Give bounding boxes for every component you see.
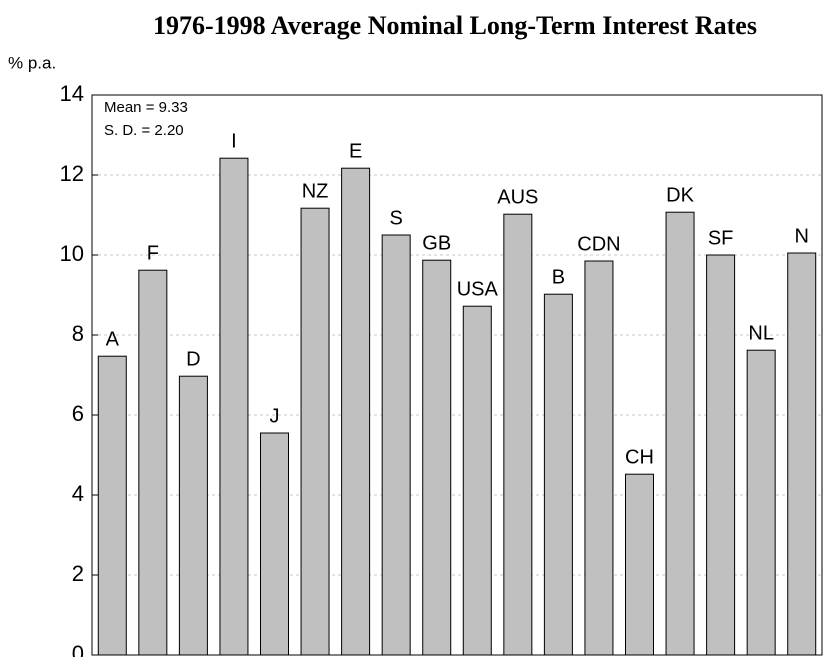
bar xyxy=(97,355,127,656)
bar xyxy=(219,157,249,656)
bar xyxy=(178,375,208,656)
bar xyxy=(341,167,371,656)
y-tick-label: 14 xyxy=(60,81,84,106)
bar xyxy=(787,252,817,656)
bar-category-label: F xyxy=(147,242,159,264)
chart-title: 1976-1998 Average Nominal Long-Term Inte… xyxy=(153,11,757,40)
bar-category-label: AUS xyxy=(497,186,538,208)
bar xyxy=(300,207,330,656)
bar-category-label: J xyxy=(270,405,280,427)
y-tick-label: 10 xyxy=(60,241,84,266)
bar-category-label: B xyxy=(552,266,565,288)
bar-category-label: A xyxy=(106,328,120,350)
y-tick-label: 6 xyxy=(72,401,84,426)
bar-category-label: USA xyxy=(457,278,499,300)
bar xyxy=(584,260,614,656)
bar xyxy=(503,213,533,656)
plot-frame xyxy=(91,94,823,656)
bar-category-label: N xyxy=(794,225,808,247)
bar xyxy=(260,432,289,656)
bar xyxy=(665,211,695,656)
bar-category-label: NL xyxy=(748,322,774,344)
bar-category-label: NZ xyxy=(302,180,329,202)
bar-category-label: DK xyxy=(666,184,694,206)
y-axis-label: % p.a. xyxy=(8,53,56,72)
bar-category-label: GB xyxy=(422,232,451,254)
bar-category-label: I xyxy=(231,130,237,152)
bar xyxy=(138,269,168,656)
bar-category-label: CH xyxy=(625,446,654,468)
bar xyxy=(462,305,492,656)
annotation: Mean = 9.33 xyxy=(104,99,188,116)
y-tick-label: 12 xyxy=(60,161,84,186)
y-tick-label: 2 xyxy=(72,561,84,586)
annotation: S. D. = 2.20 xyxy=(104,122,184,139)
y-tick-label: 8 xyxy=(72,321,84,346)
bar-category-label: D xyxy=(186,348,200,370)
bar xyxy=(543,293,573,656)
bar xyxy=(381,234,411,656)
bar xyxy=(625,473,654,656)
bar xyxy=(422,259,452,656)
bar xyxy=(746,349,776,656)
y-tick-label: 4 xyxy=(72,481,84,506)
bar-category-label: SF xyxy=(708,227,734,249)
bar-category-label: E xyxy=(349,140,362,162)
bar xyxy=(706,254,736,656)
bar-category-label: S xyxy=(389,207,402,229)
bar-category-label: CDN xyxy=(577,233,620,255)
y-tick-label: 0 xyxy=(72,641,84,657)
